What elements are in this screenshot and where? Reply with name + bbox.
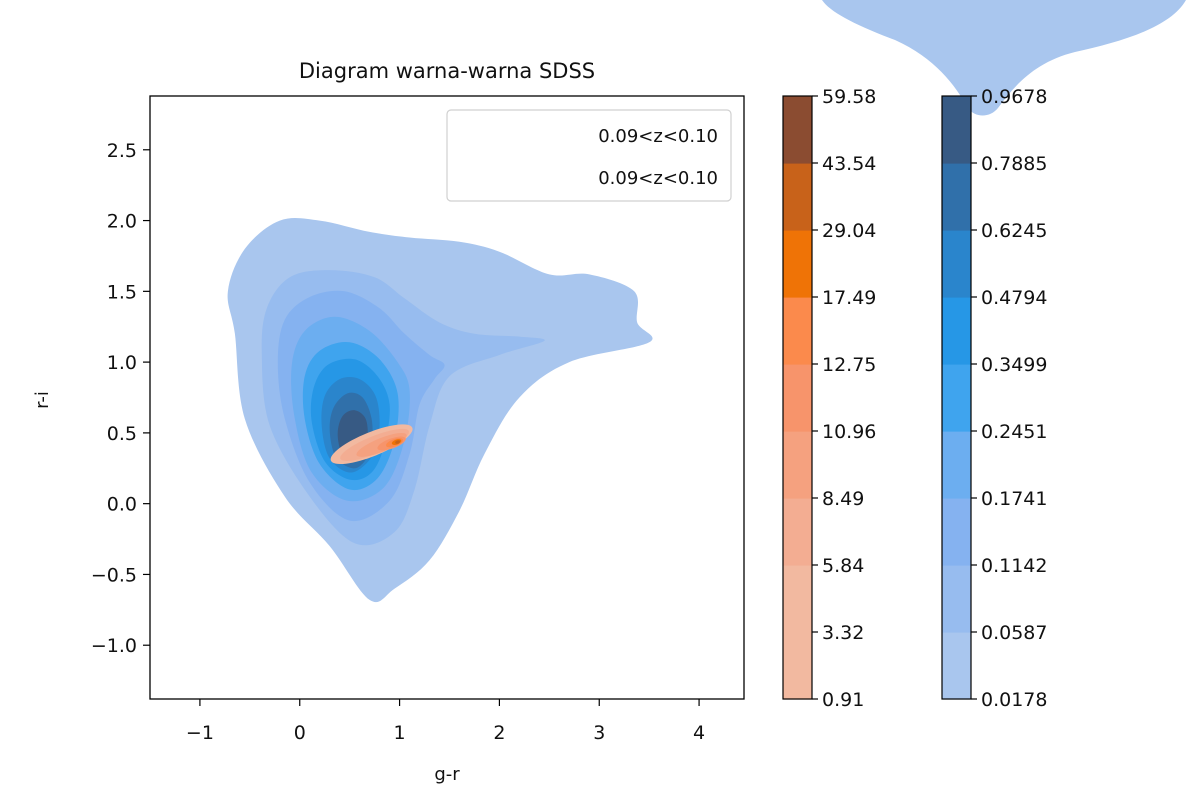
colorbar-tick-label: 59.58	[822, 86, 876, 108]
colorbar-tick-label: 17.49	[822, 287, 876, 309]
colorbar-band	[942, 364, 971, 432]
colorbar-band	[942, 498, 971, 566]
colorbar-band	[942, 163, 971, 231]
colorbar-band	[783, 230, 812, 298]
x-tick-label: 2	[493, 722, 505, 744]
colorbar-band	[942, 565, 971, 633]
colorbar-tick-label: 3.32	[822, 622, 864, 644]
colorbar-band	[942, 297, 971, 365]
colorbar-band	[783, 96, 812, 164]
colorbar-tick-label: 10.96	[822, 421, 876, 443]
legend: 0.09<z<0.10 0.09<z<0.10	[446, 109, 732, 202]
legend-entry: 0.09<z<0.10	[598, 168, 718, 189]
y-tick-label: 1.5	[107, 281, 137, 303]
colorbar-tick-label: 5.84	[822, 555, 864, 577]
y-tick-label: −0.5	[91, 564, 137, 586]
colorbar-tick-label: 0.1741	[981, 488, 1047, 510]
y-tick-label: −1.0	[91, 635, 137, 657]
colorbar-tick-label: 0.7885	[981, 153, 1047, 175]
y-tick-label: 1.0	[107, 352, 137, 374]
colorbar-tick-label: 0.4794	[981, 287, 1047, 309]
colorbar-frame	[941, 95, 972, 700]
y-axis: −1.0 −0.5 0.0 0.5 1.0 1.5 2.0 2.5	[91, 140, 150, 657]
legend-box	[446, 109, 732, 202]
colorbar-tick-label: 43.54	[822, 153, 876, 175]
colorbar-tick-label: 0.2451	[981, 421, 1047, 443]
colorbar-tick-label: 0.3499	[981, 354, 1047, 376]
x-tick-label: −1	[186, 722, 214, 744]
colorbar-band	[783, 431, 812, 499]
y-tick-label: 0.0	[107, 494, 137, 516]
colorbar-tick-label: 0.6245	[981, 220, 1047, 242]
colorbar-band	[942, 96, 971, 164]
colorbar-tick-label: 0.0178	[981, 689, 1047, 711]
colorbar-frame	[782, 95, 813, 700]
colorbar-band	[783, 632, 812, 700]
x-tick-label: 0	[294, 722, 306, 744]
colorbar-band	[783, 498, 812, 566]
colorbar-tick-label: 0.9678	[981, 86, 1047, 108]
y-tick-label: 0.5	[107, 423, 137, 445]
colorbar-band	[783, 565, 812, 633]
colorbar-tick-label: 12.75	[822, 354, 876, 376]
x-axis-label: g-r	[434, 764, 460, 785]
colorbar-tick-label: 0.91	[822, 689, 864, 711]
overflow-density-shape	[822, 0, 1186, 116]
colorbar-tick-label: 29.04	[822, 220, 876, 242]
y-axis-label: r-i	[32, 391, 53, 409]
colorbar-band	[942, 230, 971, 298]
x-tick-label: 4	[693, 722, 705, 744]
colorbar-orange: 0.91 3.32 5.84 8.49 10.96 12.75 17.49 29.04 43.5…	[782, 86, 876, 711]
chart-title: Diagram warna-warna SDSS	[299, 59, 595, 83]
colorbar-tick-label: 0.1142	[981, 555, 1047, 577]
colorbar-tick-label: 8.49	[822, 488, 864, 510]
colorbar-band	[942, 632, 971, 700]
y-tick-label: 2.5	[107, 140, 137, 162]
plot-frame	[149, 95, 745, 700]
orange-contour-level	[395, 440, 401, 444]
colorbar-band	[942, 431, 971, 499]
x-tick-label: 1	[394, 722, 406, 744]
y-tick-label: 2.0	[107, 211, 137, 233]
x-axis: −1 0 1 2 3 4	[186, 699, 705, 744]
colorbar-blue: 0.0178 0.0587 0.1142 0.1741 0.2451 0.3499 0.47…	[941, 86, 1047, 711]
colorbar-band	[783, 297, 812, 365]
x-tick-label: 3	[593, 722, 605, 744]
colorbar-band	[783, 364, 812, 432]
colorbar-band	[783, 163, 812, 231]
plot-area	[227, 217, 653, 603]
colorbar-tick-label: 0.0587	[981, 622, 1047, 644]
legend-entry: 0.09<z<0.10	[598, 126, 718, 147]
